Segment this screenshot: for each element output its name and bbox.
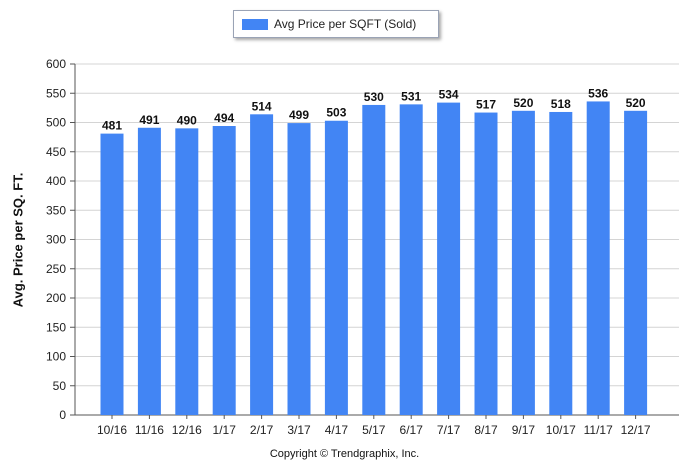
data-label: 499 <box>289 108 309 122</box>
bar <box>511 110 535 416</box>
x-tick-label: 10/17 <box>546 423 576 437</box>
bar <box>549 111 573 415</box>
y-tick-label: 200 <box>46 291 66 305</box>
copyright-text: Copyright © Trendgraphix, Inc. <box>269 448 420 460</box>
bar <box>437 102 461 416</box>
x-tick-label: 8/17 <box>474 423 498 437</box>
bar <box>137 127 161 415</box>
bar <box>287 123 311 416</box>
y-tick-label: 550 <box>46 86 66 100</box>
x-tick-label: 9/17 <box>512 423 536 437</box>
y-tick-label: 100 <box>46 350 66 364</box>
data-label: 517 <box>476 98 496 112</box>
legend: Avg Price per SQFT (Sold) <box>233 10 439 38</box>
x-tick-label: 2/17 <box>250 423 274 437</box>
x-tick-label: 10/16 <box>97 423 127 437</box>
y-tick-label: 250 <box>46 262 66 276</box>
y-tick-label: 450 <box>46 145 66 159</box>
data-label: 536 <box>588 86 608 100</box>
x-tick-label: 12/17 <box>621 423 651 437</box>
bar <box>399 104 423 416</box>
y-tick-label: 500 <box>46 116 66 130</box>
data-label: 490 <box>177 113 197 127</box>
x-tick-label: 1/17 <box>213 423 237 437</box>
bar <box>586 101 610 415</box>
bar <box>212 126 236 415</box>
data-label: 518 <box>551 97 571 111</box>
x-tick-label: 5/17 <box>362 423 386 437</box>
x-tick-label: 11/17 <box>584 423 613 437</box>
data-label: 530 <box>364 90 384 104</box>
bar <box>362 104 386 415</box>
x-tick-label: 11/16 <box>135 423 164 437</box>
x-tick-label: 4/17 <box>325 423 349 437</box>
bar <box>474 112 498 416</box>
data-label: 503 <box>326 106 346 120</box>
bar <box>624 110 648 416</box>
data-label: 520 <box>513 96 533 110</box>
y-axis-label: Avg. Price per SQ. FT. <box>10 172 26 308</box>
y-tick-label: 0 <box>59 408 66 422</box>
data-label: 514 <box>252 99 272 113</box>
x-tick-label: 3/17 <box>287 423 311 437</box>
data-label: 494 <box>214 111 234 125</box>
y-tick-label: 350 <box>46 203 66 217</box>
y-tick-label: 400 <box>46 174 66 188</box>
bar <box>250 114 274 415</box>
legend-label: Avg Price per SQFT (Sold) <box>274 17 417 31</box>
y-tick-label: 600 <box>46 57 66 71</box>
bar <box>100 133 124 416</box>
x-tick-label: 12/16 <box>172 423 202 437</box>
x-tick-label: 7/17 <box>437 423 461 437</box>
data-label: 491 <box>139 113 159 127</box>
x-tick-label: 6/17 <box>400 423 424 437</box>
data-label: 534 <box>439 88 459 102</box>
y-tick-label: 300 <box>46 233 66 247</box>
y-tick-label: 150 <box>46 320 66 334</box>
bar <box>175 128 199 415</box>
legend-swatch <box>242 19 268 30</box>
data-label: 481 <box>102 119 122 133</box>
y-tick-label: 50 <box>53 379 67 393</box>
data-label: 520 <box>626 96 646 110</box>
bar <box>324 120 348 416</box>
data-label: 531 <box>401 89 421 103</box>
